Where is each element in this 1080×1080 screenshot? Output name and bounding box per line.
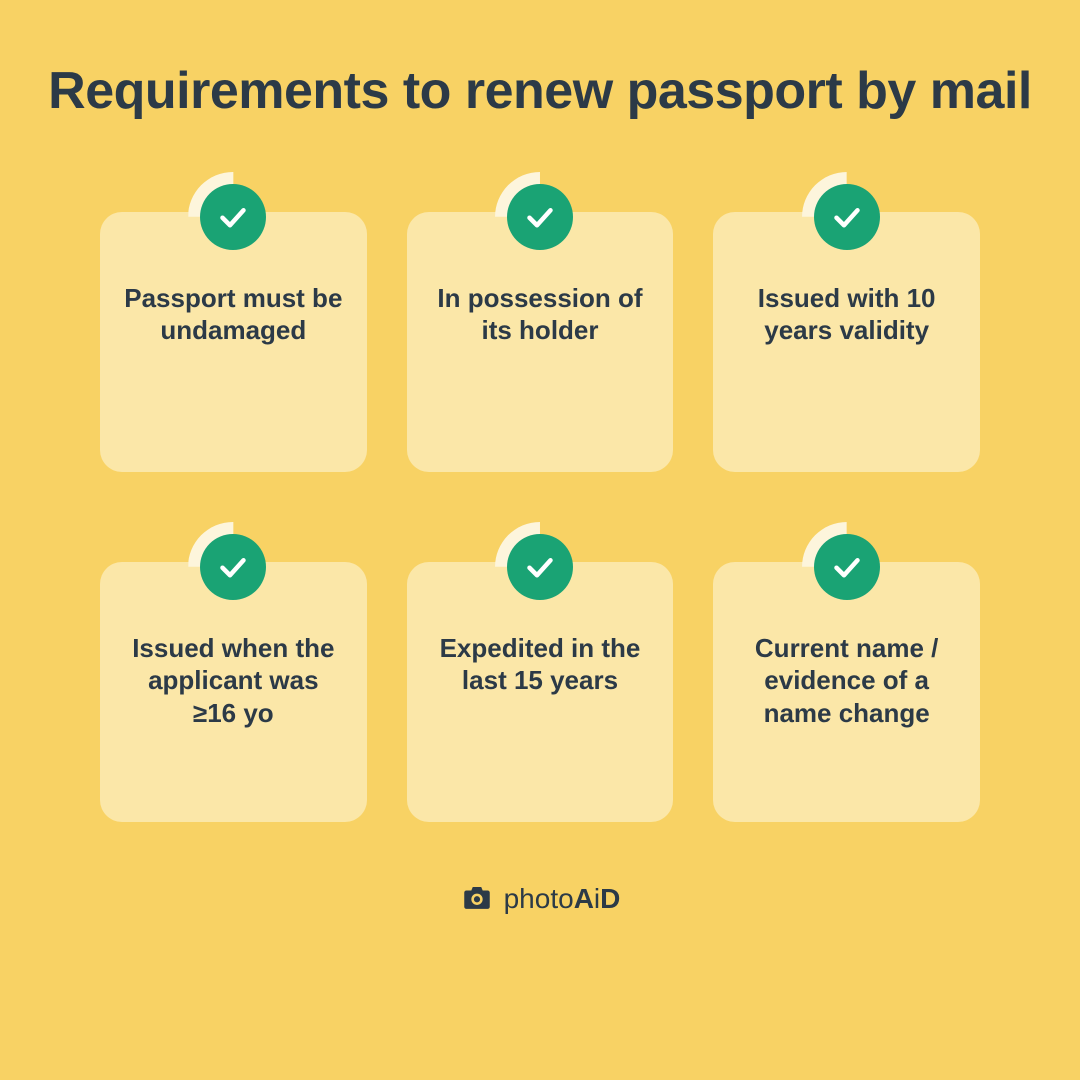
requirement-text: Current name / evidence of a name change: [737, 632, 956, 822]
requirement-card: Issued when the applicant was ≥16 yo: [100, 562, 367, 822]
check-badge: [495, 172, 585, 262]
badge-circle: [507, 534, 573, 600]
requirement-text: Expedited in the last 15 years: [431, 632, 650, 822]
check-badge: [188, 172, 278, 262]
check-badge: [495, 522, 585, 612]
requirement-card: In possession of its holder: [407, 212, 674, 472]
check-badge: [802, 172, 892, 262]
check-icon: [215, 549, 251, 585]
check-icon: [522, 199, 558, 235]
badge-circle: [200, 184, 266, 250]
requirement-text: In possession of its holder: [431, 282, 650, 472]
check-icon: [829, 549, 865, 585]
badge-circle: [507, 184, 573, 250]
brand-mid: A: [574, 883, 594, 914]
brand-suffix: D: [600, 883, 620, 914]
camera-icon: [460, 882, 494, 916]
requirement-card: Current name / evidence of a name change: [713, 562, 980, 822]
requirement-text: Issued with 10 years validity: [737, 282, 956, 472]
requirement-card: Passport must be undamaged: [100, 212, 367, 472]
brand-footer: photoAiD: [460, 882, 621, 916]
requirements-grid: Passport must be undamaged In possession…: [100, 212, 980, 822]
brand-prefix: photo: [504, 883, 574, 914]
requirement-text: Passport must be undamaged: [124, 282, 343, 472]
check-badge: [188, 522, 278, 612]
check-icon: [829, 199, 865, 235]
check-icon: [215, 199, 251, 235]
page-title: Requirements to renew passport by mail: [48, 62, 1032, 122]
check-icon: [522, 549, 558, 585]
badge-circle: [200, 534, 266, 600]
check-badge: [802, 522, 892, 612]
requirement-card: Expedited in the last 15 years: [407, 562, 674, 822]
brand-text: photoAiD: [504, 883, 621, 915]
requirement-card: Issued with 10 years validity: [713, 212, 980, 472]
requirement-text: Issued when the applicant was ≥16 yo: [124, 632, 343, 822]
badge-circle: [814, 534, 880, 600]
badge-circle: [814, 184, 880, 250]
